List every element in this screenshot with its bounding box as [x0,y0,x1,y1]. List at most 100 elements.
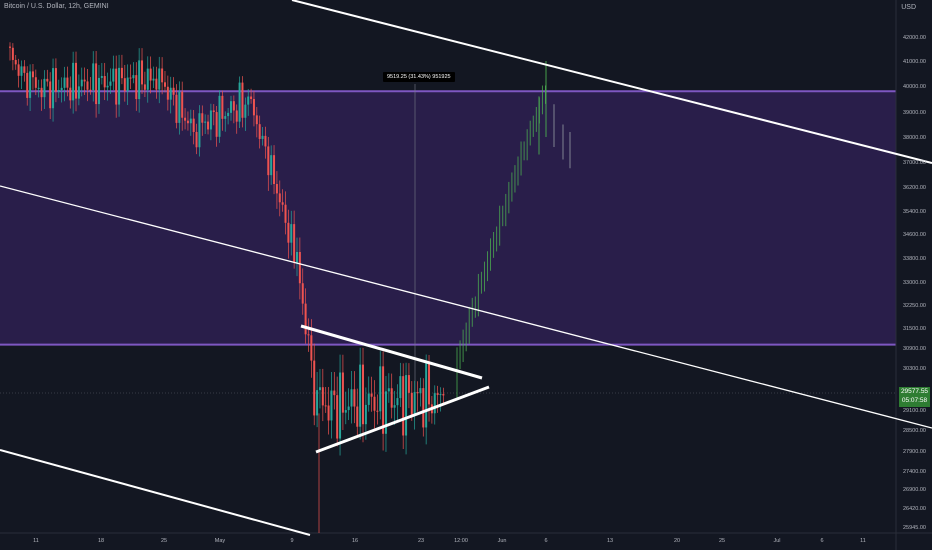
candle [304,303,307,335]
x-tick-label: Jul [773,538,780,544]
candle [75,62,78,99]
candle [198,113,201,148]
candle [149,68,152,81]
candle [221,95,224,119]
candle [161,68,164,83]
candle [212,110,215,113]
candle [327,405,330,421]
candle [301,283,304,304]
y-tick-label: 32250.00 [903,303,926,309]
candle [201,113,204,123]
candle [126,77,129,92]
candle [204,121,207,123]
y-tick-label: 29100.00 [903,408,926,414]
triangle-upper-line [300,324,483,380]
candle [20,66,23,76]
candle [287,222,290,243]
candle [433,393,436,414]
candle [209,110,212,130]
candle [43,78,46,98]
candle [316,390,319,416]
candle [224,116,227,119]
candle [95,63,98,105]
candle [181,91,184,118]
candle [163,82,166,87]
candle [23,66,26,73]
candle [77,86,80,99]
candle [244,104,247,118]
candle [54,68,57,92]
candle [229,101,232,113]
x-tick-label: 13 [607,538,613,544]
candle [293,224,296,263]
candle [264,135,267,147]
candle [347,406,350,411]
lower-trend-line [0,449,311,536]
candle [410,392,413,415]
candle [376,410,379,412]
candle [80,79,83,87]
candle [89,89,92,91]
candle [350,389,353,407]
candle [413,392,416,415]
candle [436,393,439,395]
candle [247,96,250,105]
candle [362,364,365,425]
candle [184,117,187,121]
candle [356,406,359,427]
candle [379,366,382,412]
y-tick-label: 25945.00 [903,525,926,531]
candle [132,75,135,79]
x-tick-label: Jun [498,538,507,544]
candle [218,95,221,137]
candle [238,82,241,122]
candle [407,375,410,393]
y-tick-label: 30900.00 [903,346,926,352]
x-tick-label: 18 [98,538,104,544]
y-tick-label: 38000.00 [903,135,926,141]
candle [359,364,362,427]
candle [290,224,293,243]
candle [336,395,339,439]
middle-trend-line [0,185,932,429]
candle [330,390,333,421]
candle [166,86,169,100]
y-tick-label: 28500.00 [903,428,926,434]
y-tick-label: 27900.00 [903,449,926,455]
y-tick-label: 37000.00 [903,160,926,166]
candle [63,77,66,88]
candle [34,77,37,88]
candle [97,77,100,105]
candle [207,121,210,130]
candle [382,366,385,434]
candle [296,252,298,263]
x-tick-label: 6 [544,538,547,544]
candle [11,47,14,60]
candle [66,77,69,88]
y-tick-label: 36200.00 [903,185,926,191]
candle [31,71,34,78]
candle [146,68,149,90]
y-tick-label: 34600.00 [903,232,926,238]
candle [310,335,313,361]
chart-title: Bitcoin / U.S. Dollar, 12h, GEMINI [4,3,109,10]
candle [422,388,425,428]
candle [106,85,109,88]
candle [278,193,281,203]
candle [387,388,390,392]
candle [14,59,17,65]
candle [72,62,75,101]
candle [118,67,121,105]
y-tick-label: 30300.00 [903,366,926,372]
candle [192,118,195,132]
candle [384,391,387,434]
y-tick-label: 42000.00 [903,35,926,41]
candle [250,96,253,99]
y-tick-label: 35400.00 [903,209,926,215]
y-tick-label: 33000.00 [903,280,926,286]
candle [232,101,235,111]
candle [186,120,189,124]
candle [255,115,258,125]
candle [425,363,428,428]
